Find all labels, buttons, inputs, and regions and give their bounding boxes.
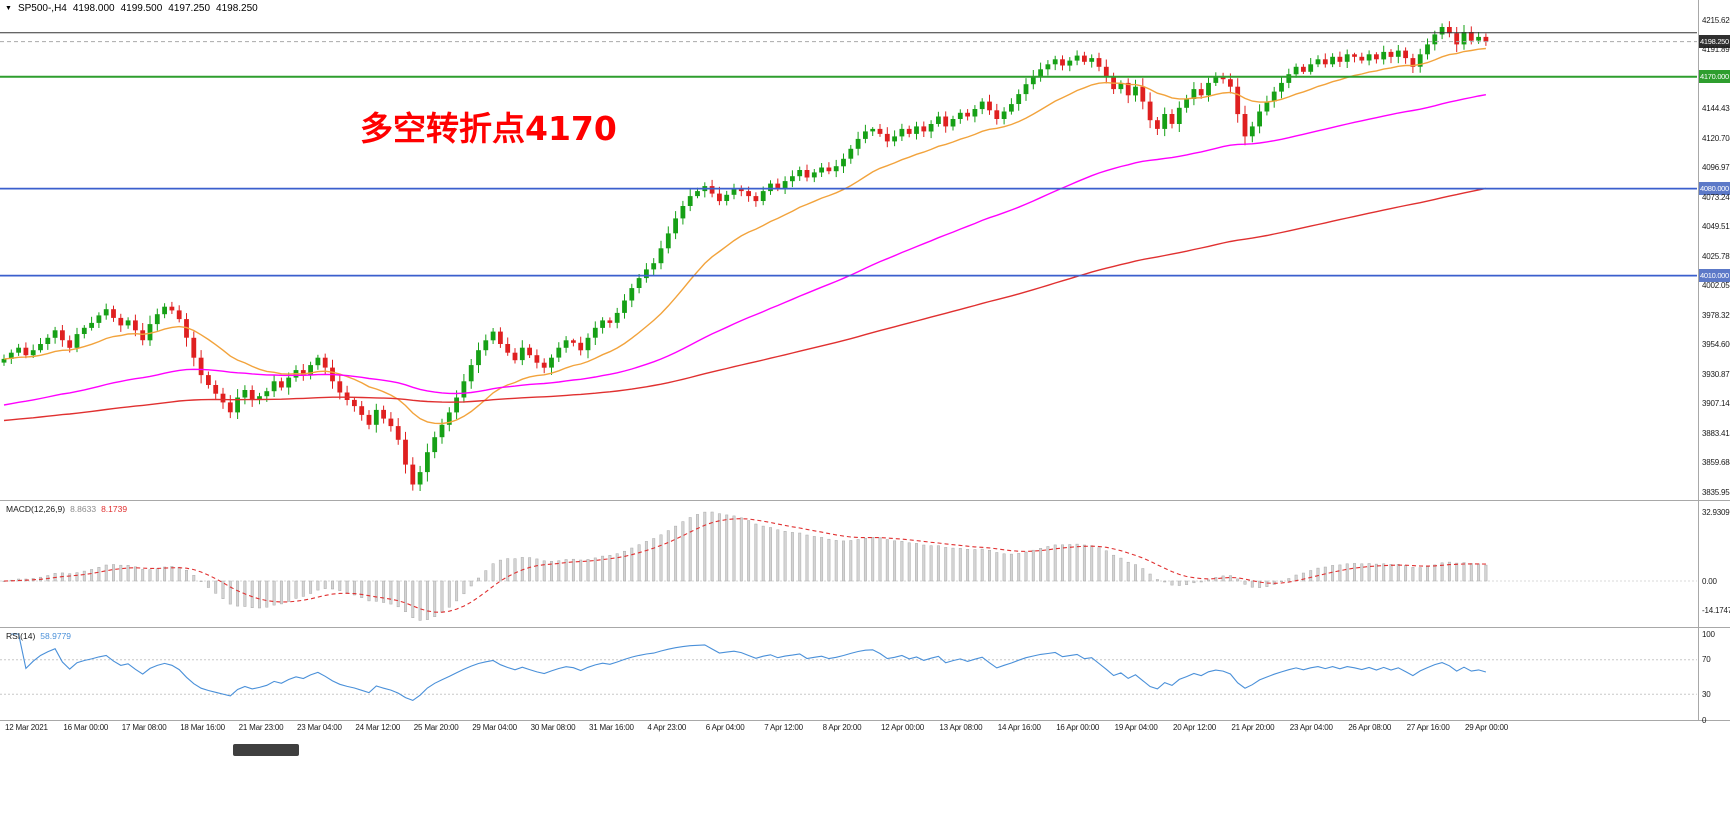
time-axis-label: 12 Apr 00:00: [881, 723, 924, 732]
time-axis-label: 29 Apr 00:00: [1465, 723, 1508, 732]
time-axis-label: 25 Mar 20:00: [413, 723, 459, 732]
time-axis-label: 23 Apr 04:00: [1289, 723, 1333, 732]
time-axis-label: 24 Mar 12:00: [355, 723, 401, 732]
time-axis-label: 26 Apr 08:00: [1348, 723, 1392, 732]
time-axis-label: 29 Mar 04:00: [472, 723, 517, 732]
horizontal-scrollbar-thumb[interactable]: [233, 744, 299, 756]
time-axis-label: 21 Mar 23:00: [238, 723, 284, 732]
time-axis-label: 19 Apr 04:00: [1114, 723, 1158, 732]
time-axis-label: 20 Apr 12:00: [1173, 723, 1216, 732]
time-axis-label: 14 Apr 16:00: [997, 723, 1041, 732]
time-axis[interactable]: 12 Mar 2021 16 Mar 00:00 17 Mar 08:00 18 Ma…: [0, 723, 1730, 735]
panel-separators: [0, 0, 1730, 721]
time-axis-label: 7 Apr 12:00: [764, 723, 803, 732]
rsi-level-lines: [0, 659, 1697, 695]
time-axis-label: 23 Mar 04:00: [297, 723, 342, 732]
candlestick-series: [1, 21, 1489, 491]
horizontal-level-lines[interactable]: [0, 32, 1697, 277]
time-axis-label: 16 Mar 00:00: [63, 723, 109, 732]
time-axis-label: 27 Apr 16:00: [1406, 723, 1450, 732]
time-axis-label: 12 Mar 2021: [5, 723, 48, 732]
time-axis-label: 21 Apr 20:00: [1231, 723, 1275, 732]
time-axis-label: 31 Mar 16:00: [589, 723, 634, 732]
macd-histogram: [2, 511, 1488, 621]
macd-signal-line: [3, 518, 1486, 613]
time-axis-label: 18 Mar 16:00: [180, 723, 225, 732]
moving-average-lines: [3, 47, 1487, 425]
price-axis[interactable]: [1698, 0, 1730, 720]
time-axis-label: 8 Apr 20:00: [822, 723, 862, 732]
time-axis-label: 4 Apr 23:00: [647, 723, 687, 732]
time-axis-label: 6 Apr 04:00: [705, 723, 745, 732]
time-axis-label: 16 Apr 00:00: [1056, 723, 1100, 732]
time-axis-label: 17 Mar 08:00: [121, 723, 167, 732]
time-axis-label: 13 Apr 08:00: [939, 723, 983, 732]
time-axis-label: 30 Mar 08:00: [530, 723, 576, 732]
rsi-line: [11, 633, 1487, 702]
